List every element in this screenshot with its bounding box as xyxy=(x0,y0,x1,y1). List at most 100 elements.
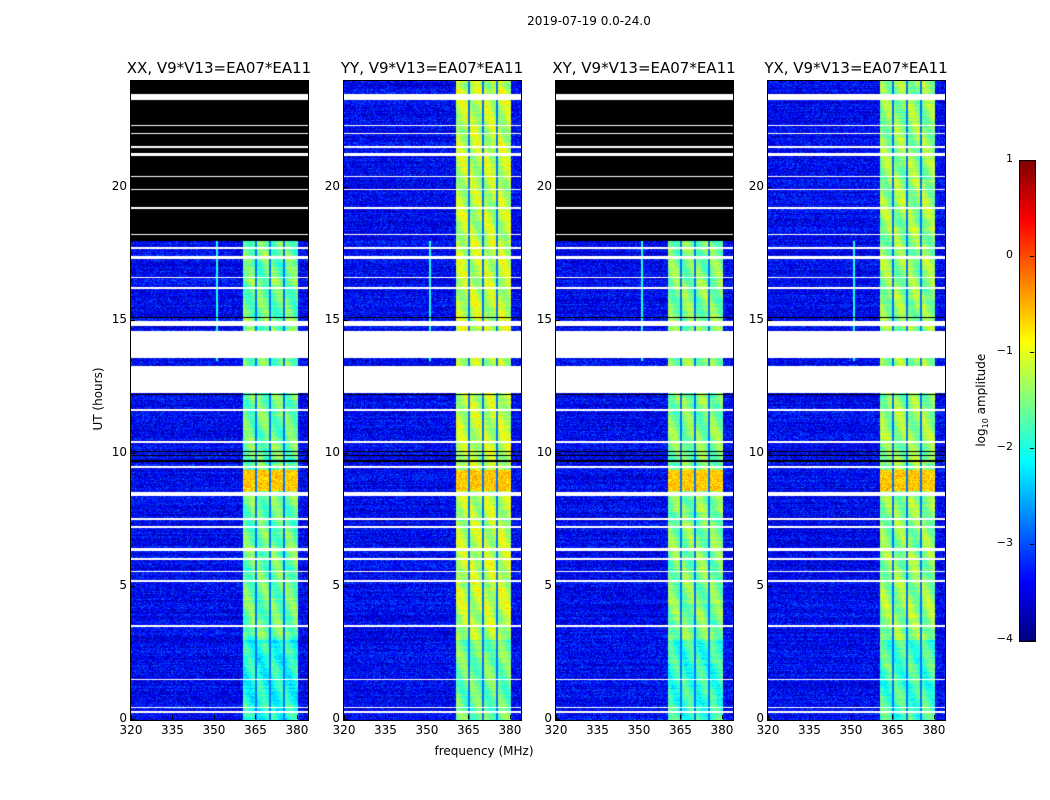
y-tick-mark xyxy=(556,186,560,188)
y-tick-mark xyxy=(768,186,772,188)
y-tick-label: 20 xyxy=(748,178,764,193)
y-tick-label: 15 xyxy=(111,311,127,326)
y-tick-label: 0 xyxy=(332,711,340,725)
x-tick-label: 365 xyxy=(244,723,267,737)
y-tick-mark xyxy=(344,585,348,587)
y-tick-mark xyxy=(344,452,348,454)
heatmap-panel xyxy=(343,80,522,721)
colorbar-tick-label: −2 xyxy=(996,440,1013,453)
y-tick-label: 20 xyxy=(536,178,552,193)
y-tick-mark xyxy=(131,585,135,587)
x-tick-label: 335 xyxy=(374,723,397,737)
x-tick-mark xyxy=(809,715,811,719)
x-axis-label: frequency (MHz) xyxy=(434,744,534,758)
colorbar-tick-mark xyxy=(1030,544,1034,545)
colorbar-tick-label: −3 xyxy=(996,536,1013,549)
x-tick-mark xyxy=(426,715,428,719)
x-tick-mark xyxy=(768,715,769,719)
heatmap-canvas xyxy=(344,81,521,720)
y-tick-label: 5 xyxy=(756,577,764,592)
y-tick-mark xyxy=(556,719,560,720)
x-tick-label: 380 xyxy=(285,723,309,737)
x-tick-mark xyxy=(296,715,298,719)
y-tick-label: 10 xyxy=(111,444,127,459)
y-axis-label: UT (hours) xyxy=(91,367,105,431)
y-tick-mark xyxy=(768,452,772,454)
y-tick-mark xyxy=(344,719,348,720)
x-tick-mark xyxy=(597,715,599,719)
x-tick-label: 335 xyxy=(161,723,184,737)
x-tick-label: 320 xyxy=(119,723,143,737)
heatmap-panel xyxy=(767,80,946,721)
x-tick-label: 350 xyxy=(202,723,226,737)
colorbar-tick-mark xyxy=(1030,448,1034,449)
panel-title: XX, V9*V13=EA07*EA11 xyxy=(126,59,312,77)
colorbar-tick-label: −1 xyxy=(996,344,1013,357)
x-tick-label: 335 xyxy=(798,723,821,737)
y-tick-label: 20 xyxy=(324,178,340,193)
x-tick-label: 365 xyxy=(457,723,480,737)
heatmap-canvas xyxy=(131,81,308,720)
x-tick-mark xyxy=(131,715,132,719)
x-tick-label: 380 xyxy=(498,723,522,737)
x-tick-label: 380 xyxy=(710,723,734,737)
x-tick-mark xyxy=(468,715,470,719)
y-tick-mark xyxy=(131,186,135,188)
y-tick-label: 15 xyxy=(324,311,340,326)
heatmap-panel xyxy=(555,80,734,721)
x-tick-label: 335 xyxy=(586,723,609,737)
y-tick-label: 20 xyxy=(111,178,127,193)
x-tick-label: 350 xyxy=(839,723,863,737)
y-tick-mark xyxy=(768,585,772,587)
colorbar-tick-mark xyxy=(1030,160,1034,161)
y-tick-label: 5 xyxy=(544,577,552,592)
colorbar-tick-label: −4 xyxy=(996,632,1013,645)
y-tick-mark xyxy=(344,186,348,188)
colorbar-tick-label: 0 xyxy=(1006,248,1013,261)
x-tick-mark xyxy=(850,715,852,719)
heatmap-panel xyxy=(130,80,309,721)
x-tick-label: 365 xyxy=(881,723,904,737)
x-tick-mark xyxy=(556,715,557,719)
x-tick-mark xyxy=(680,715,682,719)
colorbar-tick-mark xyxy=(1030,352,1034,353)
x-tick-mark xyxy=(509,715,511,719)
y-tick-label: 10 xyxy=(748,444,764,459)
y-tick-mark xyxy=(131,719,135,720)
x-tick-mark xyxy=(255,715,257,719)
x-tick-mark xyxy=(172,715,174,719)
y-tick-mark xyxy=(556,319,560,321)
y-tick-mark xyxy=(768,319,772,321)
panel-title: XY, V9*V13=EA07*EA11 xyxy=(552,59,736,77)
y-tick-mark xyxy=(556,585,560,587)
colorbar-label-text: amplitude xyxy=(973,353,988,415)
x-tick-mark xyxy=(933,715,935,719)
x-tick-label: 380 xyxy=(922,723,946,737)
y-tick-label: 5 xyxy=(332,577,340,592)
colorbar-label: log10 amplitude xyxy=(974,350,990,450)
panel-title: YX, V9*V13=EA07*EA11 xyxy=(764,59,948,77)
colorbar-label-sub: 10 xyxy=(981,418,991,429)
y-tick-label: 10 xyxy=(536,444,552,459)
x-tick-mark xyxy=(892,715,894,719)
heatmap-canvas xyxy=(768,81,945,720)
x-tick-label: 350 xyxy=(415,723,439,737)
x-tick-mark xyxy=(344,715,345,719)
y-tick-label: 0 xyxy=(119,711,127,725)
x-tick-mark xyxy=(213,715,215,719)
x-tick-label: 365 xyxy=(669,723,692,737)
y-tick-mark xyxy=(344,319,348,321)
colorbar-tick-mark xyxy=(1030,256,1034,257)
y-tick-mark xyxy=(768,719,772,720)
y-tick-label: 0 xyxy=(756,711,764,725)
panel-title: YY, V9*V13=EA07*EA11 xyxy=(340,59,524,77)
y-tick-label: 15 xyxy=(748,311,764,326)
x-tick-mark xyxy=(721,715,723,719)
y-tick-label: 10 xyxy=(324,444,340,459)
x-tick-label: 320 xyxy=(332,723,356,737)
y-tick-mark xyxy=(556,452,560,454)
y-tick-label: 0 xyxy=(544,711,552,725)
y-tick-mark xyxy=(131,319,135,321)
colorbar-tick-mark xyxy=(1030,640,1034,641)
